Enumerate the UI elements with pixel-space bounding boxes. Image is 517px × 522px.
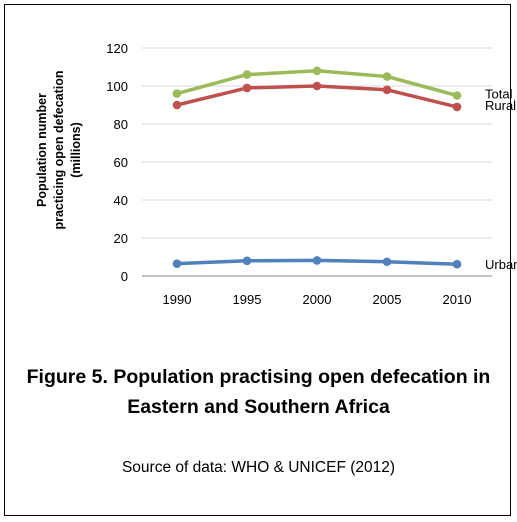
x-tick-label: 1990	[163, 292, 192, 307]
data-point-total	[452, 91, 462, 100]
data-point-urban	[382, 257, 392, 267]
x-tick-label: 2000	[303, 292, 332, 307]
data-point-urban	[242, 256, 252, 266]
y-axis-title: practicing open defecation	[52, 70, 66, 229]
series-label-total: Total	[485, 87, 513, 102]
series-label-rural: Rural	[485, 98, 516, 113]
figure-title: Figure 5. Population practising open def…	[26, 366, 491, 418]
data-point-rural	[172, 100, 182, 110]
data-point-total	[382, 72, 392, 81]
data-point-urban	[312, 256, 322, 265]
source-note: Source of data: WHO & UNICEF (2012)	[121, 459, 396, 476]
series-label-urban: Urban	[485, 257, 517, 272]
x-tick-label: 1995	[233, 292, 262, 307]
data-point-total	[242, 70, 252, 79]
data-point-rural	[312, 81, 322, 91]
y-tick-label: 80	[114, 117, 128, 132]
data-point-urban	[452, 259, 462, 269]
data-point-urban	[172, 259, 182, 268]
x-tick-label: 2010	[443, 292, 472, 307]
y-tick-label: 0	[121, 269, 128, 284]
data-point-rural	[242, 83, 252, 93]
data-point-total	[312, 66, 322, 76]
y-tick-label: 20	[114, 231, 128, 246]
y-tick-label: 100	[106, 79, 128, 94]
y-axis-title: (millions)	[69, 122, 83, 178]
y-axis-title: Population number	[35, 93, 49, 207]
x-tick-label: 2005	[373, 292, 402, 307]
line-chart: 0 20 40 60 80 100 120 1990 1995 2000 2005 2010 Popul…	[35, 41, 517, 307]
y-tick-label: 120	[106, 41, 128, 56]
data-point-rural	[382, 85, 392, 95]
data-point-rural	[452, 102, 462, 112]
data-point-total	[172, 89, 182, 98]
y-tick-label: 60	[114, 155, 128, 170]
y-tick-label: 40	[114, 193, 128, 208]
